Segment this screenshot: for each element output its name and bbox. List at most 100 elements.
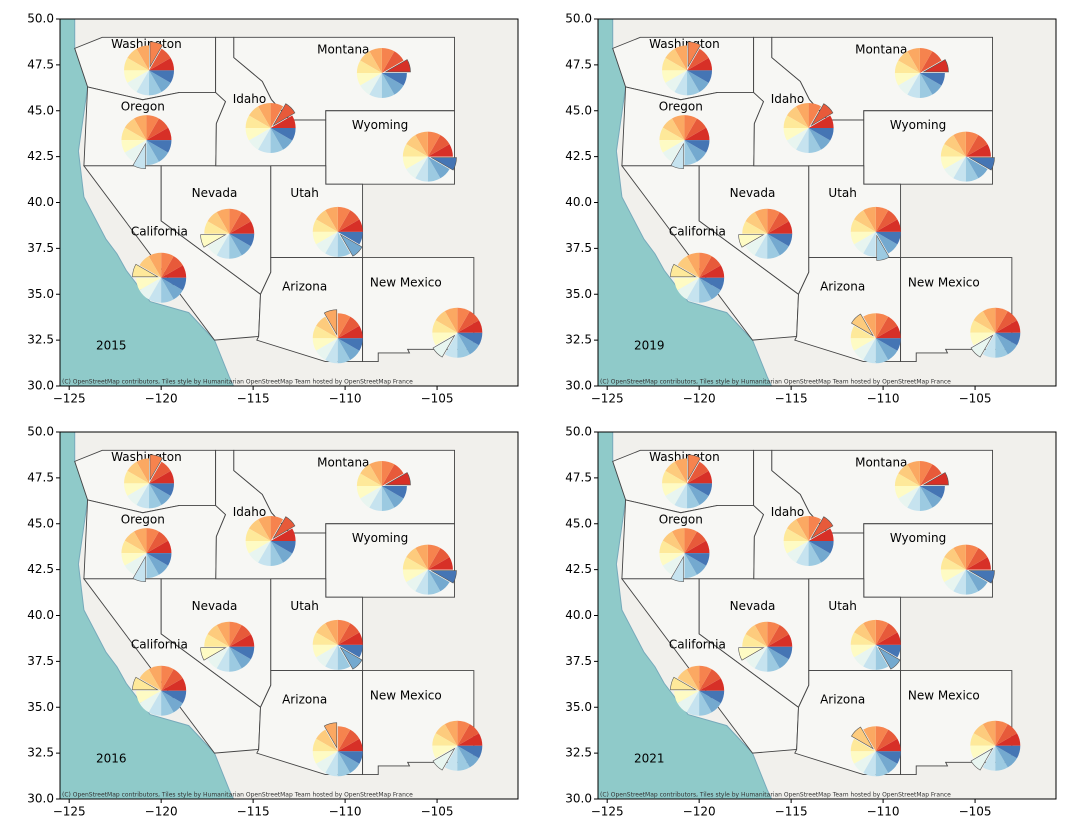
pie-wedge [369, 485, 382, 511]
pie-wedge [995, 733, 1021, 746]
pie-wedge [432, 733, 458, 746]
pie-wedge [850, 325, 876, 339]
y-tick-label: 30.0 [565, 792, 592, 806]
pie-wedge [876, 234, 890, 261]
pie-wedge [402, 156, 428, 170]
pie-wedge [995, 332, 1008, 358]
pie-wedge [662, 118, 685, 141]
pie-wedge [973, 311, 996, 333]
pie-wedge [258, 515, 271, 541]
pie-wedge [875, 325, 901, 339]
pie-wedge [270, 115, 296, 128]
pie-wedge [325, 206, 338, 232]
pie-wedge [457, 733, 483, 746]
pie-wedge [229, 221, 255, 234]
y-tick-label: 30.0 [27, 792, 54, 806]
pie-wedge [767, 646, 793, 660]
pie-wedge [850, 644, 876, 658]
pie-wedge [665, 461, 688, 484]
pie-wedge [687, 70, 700, 96]
pie-wedge [808, 127, 831, 150]
map-area: Washington Montana Idaho Oregon Wyoming Nevad… [60, 19, 518, 386]
pie-wedge [944, 569, 966, 592]
pie-wedge [995, 332, 1017, 355]
pie-wedge [427, 544, 441, 570]
pie-wedge [148, 665, 162, 691]
pie-wedge [384, 59, 411, 73]
pie-wedge [384, 472, 411, 486]
pie-wedge [995, 724, 1017, 746]
pie-wedge [875, 751, 889, 777]
pie-wedge [953, 569, 966, 595]
pie-wedge [323, 309, 338, 336]
pie-wedge [808, 127, 834, 141]
x-tick-label: −115 [775, 392, 808, 406]
pie-wedge [970, 334, 994, 358]
pie-wedge [161, 256, 183, 278]
state-label: New Mexico [908, 689, 980, 703]
y-tick-label: 40.0 [27, 195, 54, 209]
pie-wedge [875, 338, 901, 351]
pie-wedge [754, 621, 768, 647]
x-tick-label: −105 [959, 805, 992, 819]
map-panel: Washington Montana Idaho Oregon Wyoming Nevad… [27, 12, 519, 406]
pie-wedge [161, 277, 174, 303]
pie-wedge [875, 231, 901, 245]
pie-wedge [270, 127, 284, 153]
pie-wedge [325, 644, 338, 670]
pie-wedge [863, 231, 876, 257]
pie-wedge [944, 134, 966, 157]
pie-wedge [121, 553, 147, 566]
pie-wedge [132, 142, 146, 170]
pie-wedge [124, 483, 150, 496]
pie-wedge [919, 485, 945, 499]
pie-wedge [124, 140, 147, 162]
pie-wedge [684, 528, 697, 554]
pie-wedge [919, 72, 942, 95]
pie-wedge [919, 485, 933, 511]
pie-wedge [919, 464, 942, 486]
y-tick-label: 47.5 [565, 57, 592, 71]
state-label: New Mexico [908, 276, 980, 290]
pie-wedge [674, 690, 700, 704]
pie-wedge [953, 131, 966, 157]
pie-wedge [940, 557, 966, 570]
pie-wedge [907, 485, 920, 511]
pie-wedge [402, 557, 428, 570]
pie-wedge [684, 531, 707, 554]
pie-wedge [875, 644, 889, 670]
pie-wedge [316, 231, 338, 254]
pie-wedge [970, 332, 996, 346]
pie-wedge [995, 745, 1021, 759]
pie-wedge [854, 644, 876, 667]
pie-wedge [316, 729, 338, 752]
y-tick-label: 50.0 [27, 425, 54, 439]
y-tick-label: 40.0 [565, 195, 592, 209]
pie-wedge [670, 555, 684, 583]
pie-wedge [139, 690, 162, 713]
pie-wedge [356, 60, 382, 73]
pie-wedge [229, 212, 251, 234]
state-label: California [669, 224, 726, 238]
pie-wedge [312, 632, 338, 645]
pie-wedge [783, 115, 809, 128]
pie-wedge [406, 547, 428, 570]
pie-wedge [742, 634, 768, 647]
pie-wedge [216, 621, 230, 647]
pie-wedge [430, 570, 457, 584]
pie-wedge [149, 70, 162, 96]
pie-wedge [965, 569, 979, 595]
pie-wedge [796, 127, 809, 153]
pie-wedge [684, 540, 710, 554]
pie-wedge [444, 332, 458, 358]
pie-wedge [369, 72, 382, 98]
pie-wedge [381, 485, 395, 511]
pie-wedge [699, 256, 721, 278]
pie-wedge [699, 678, 725, 691]
pie-wedge [875, 623, 898, 645]
pie-wedge [406, 156, 428, 179]
pie-wedge [662, 531, 685, 554]
pie-wedge [121, 540, 147, 554]
pie-wedge [229, 621, 242, 647]
pie-wedge [662, 140, 685, 162]
